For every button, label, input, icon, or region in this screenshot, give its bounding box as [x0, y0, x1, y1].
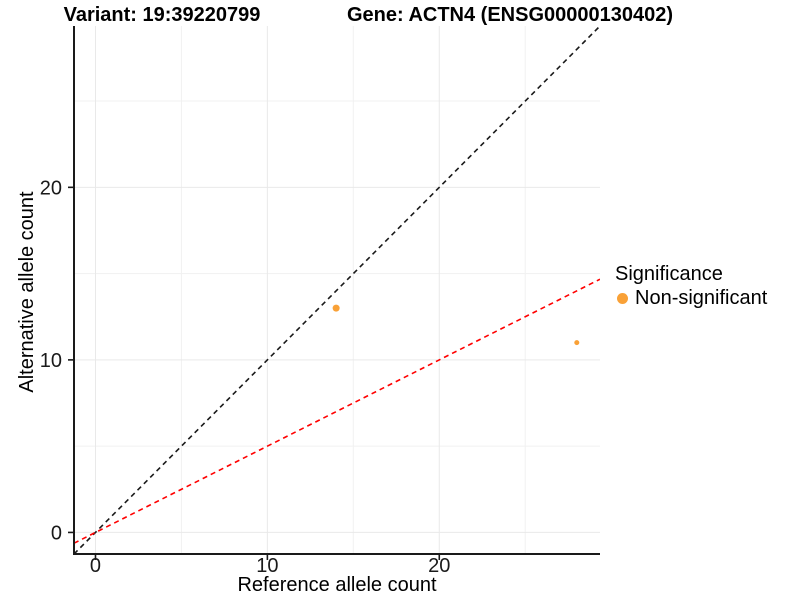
legend-title: Significance — [615, 263, 723, 285]
data-point — [332, 304, 340, 312]
legend: Significance Non-significant — [615, 261, 767, 309]
y-axis-label: Alternative allele count — [16, 191, 38, 393]
y-tick-label: 10 — [40, 350, 62, 372]
x-tick-label: 10 — [256, 555, 278, 577]
y-tick-label: 20 — [40, 177, 62, 199]
gene-title: Gene: ACTN4 (ENSG00000130402) — [346, 4, 674, 26]
x-axis-label: Reference allele count — [237, 574, 437, 596]
variant-title: Variant: 19:39220799 — [63, 4, 261, 26]
legend-item: Non-significant — [615, 287, 767, 309]
ratio-line — [74, 278, 600, 544]
x-tick-label: 20 — [428, 555, 450, 577]
non-significant-dot-icon — [617, 292, 628, 304]
y-tick-label: 0 — [51, 522, 62, 544]
identity-line — [74, 26, 600, 554]
x-tick-label: 0 — [90, 555, 101, 577]
legend-item-label: Non-significant — [635, 286, 768, 309]
data-point — [574, 340, 580, 346]
